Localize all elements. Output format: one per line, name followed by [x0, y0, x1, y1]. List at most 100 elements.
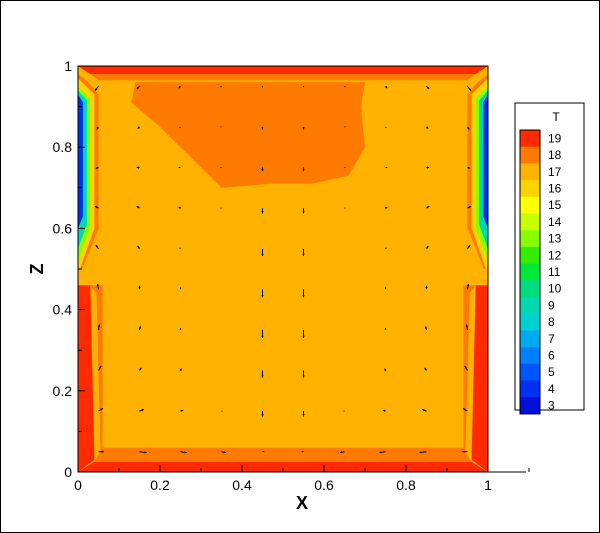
- legend-swatch: [520, 180, 540, 198]
- vector-arrowhead: [97, 324, 101, 327]
- vector-arrowhead: [466, 283, 470, 287]
- legend-level-label: 17: [548, 165, 562, 179]
- vector-arrow: [385, 247, 387, 250]
- legend-level-label: 3: [548, 399, 555, 413]
- legend-level-label: 14: [548, 215, 562, 229]
- vector-arrowhead: [384, 368, 387, 372]
- x-tick-label: 0.2: [150, 477, 170, 493]
- vector-arrowhead: [261, 127, 264, 130]
- vector-arrowhead: [179, 368, 182, 372]
- vector-arrow: [179, 126, 181, 129]
- vector-arrow: [220, 85, 222, 88]
- vector-arrowhead: [340, 451, 343, 454]
- vector-arrowhead: [302, 375, 305, 378]
- legend-level-label: 6: [548, 349, 555, 363]
- legend-level-label: 12: [548, 248, 562, 262]
- y-tick-label: 0.2: [53, 383, 73, 399]
- legend-swatch: [520, 330, 540, 348]
- vector-arrowhead: [379, 451, 382, 454]
- vector-arrowhead: [136, 206, 140, 209]
- y-tick-label: 0: [64, 464, 72, 480]
- legend-level-label: 13: [548, 232, 562, 246]
- contour-region-4: [471, 285, 488, 472]
- vector-arrowhead: [99, 366, 102, 369]
- x-tick-label: 0: [74, 477, 82, 493]
- vector-arrowhead: [261, 375, 264, 378]
- vector-arrowhead: [261, 253, 264, 256]
- legend-swatch: [520, 246, 540, 264]
- legend-colorbar-border: [519, 129, 541, 415]
- vector-arrowhead: [467, 245, 471, 248]
- vector-arrowhead: [464, 366, 467, 369]
- legend-swatch: [520, 230, 540, 248]
- vector-arrowhead: [302, 253, 305, 256]
- y-axis-title: Z: [27, 264, 47, 275]
- legend-swatch: [520, 297, 540, 314]
- vector-arrowhead: [465, 324, 469, 327]
- vector-arrowhead: [136, 166, 139, 169]
- vector-arrowhead: [137, 246, 140, 249]
- vector-arrowhead: [384, 85, 388, 89]
- y-tick-label: 0.8: [53, 139, 73, 155]
- vector-arrowhead: [462, 450, 465, 453]
- vector-arrowhead: [96, 283, 100, 287]
- vector-arrowhead: [426, 86, 430, 89]
- vector-arrowhead: [136, 86, 140, 89]
- legend: T 19 18 17 16 15 14 13 12 11 10 9 8 7 6 5 4 3: [514, 102, 585, 415]
- vector-arrowhead: [467, 127, 470, 130]
- contour-region-16: [483, 94, 488, 229]
- vector-arrowhead: [384, 207, 388, 210]
- vector-arrowhead: [261, 335, 264, 338]
- vector-arrowhead: [184, 451, 187, 454]
- vector-arrow: [385, 126, 387, 129]
- x-tick-label: 1: [484, 477, 492, 493]
- axes: 0 0.2 0.4 0.6 0.8 1 0 0.2 0.4 0.6 0.8 1 X Z: [27, 58, 530, 513]
- vector-arrowhead: [302, 295, 305, 298]
- legend-swatch: [520, 146, 540, 164]
- legend-title: T: [552, 110, 560, 124]
- vector-arrowhead: [138, 285, 141, 288]
- vector-arrowhead: [467, 166, 471, 169]
- y-tick-label: 1: [64, 58, 72, 74]
- legend-level-label: 8: [548, 315, 555, 329]
- vector-arrowhead: [261, 414, 264, 417]
- vector-arrowhead: [468, 88, 472, 91]
- vector-arrowhead: [425, 285, 428, 288]
- x-tick-label: 0.8: [396, 477, 416, 493]
- vector-arrowhead: [178, 207, 182, 210]
- legend-swatch: [520, 196, 540, 214]
- x-tick-label: 0.4: [232, 477, 252, 493]
- contour-region-5: [78, 461, 488, 472]
- legend-level-label: 18: [548, 148, 562, 162]
- vector-arrowhead: [141, 409, 144, 412]
- x-axis-title: X: [296, 493, 308, 513]
- legend-swatch: [520, 213, 540, 231]
- y-tick-label: 0.6: [53, 220, 73, 236]
- contour-region-3: [78, 285, 95, 472]
- legend-level-label: 19: [548, 131, 562, 145]
- vector-arrowhead: [427, 166, 430, 169]
- legend-level-label: 9: [548, 298, 555, 312]
- contour-regions: [78, 66, 488, 472]
- vector-arrowhead: [261, 211, 264, 214]
- legend-level-label: 4: [548, 382, 555, 396]
- vector-arrowhead: [144, 451, 147, 454]
- vector-arrowhead: [302, 211, 305, 214]
- vector-arrowhead: [138, 326, 141, 329]
- vector-arrowhead: [261, 295, 264, 298]
- legend-swatch: [520, 313, 540, 331]
- contour-region-0: [131, 82, 365, 188]
- vector-arrowhead: [139, 367, 142, 371]
- vector-arrowhead: [261, 168, 264, 172]
- vector-arrowhead: [223, 451, 226, 454]
- vector-arrow: [344, 85, 346, 88]
- vector-arrowhead: [422, 409, 425, 412]
- vector-arrowhead: [94, 88, 98, 91]
- legend-level-label: 11: [548, 265, 561, 279]
- legend-level-label: 7: [548, 332, 555, 346]
- legend-swatch: [520, 347, 540, 365]
- vector-arrowhead: [426, 246, 429, 249]
- vector-arrowhead: [101, 450, 104, 453]
- vector-arrowhead: [100, 408, 103, 411]
